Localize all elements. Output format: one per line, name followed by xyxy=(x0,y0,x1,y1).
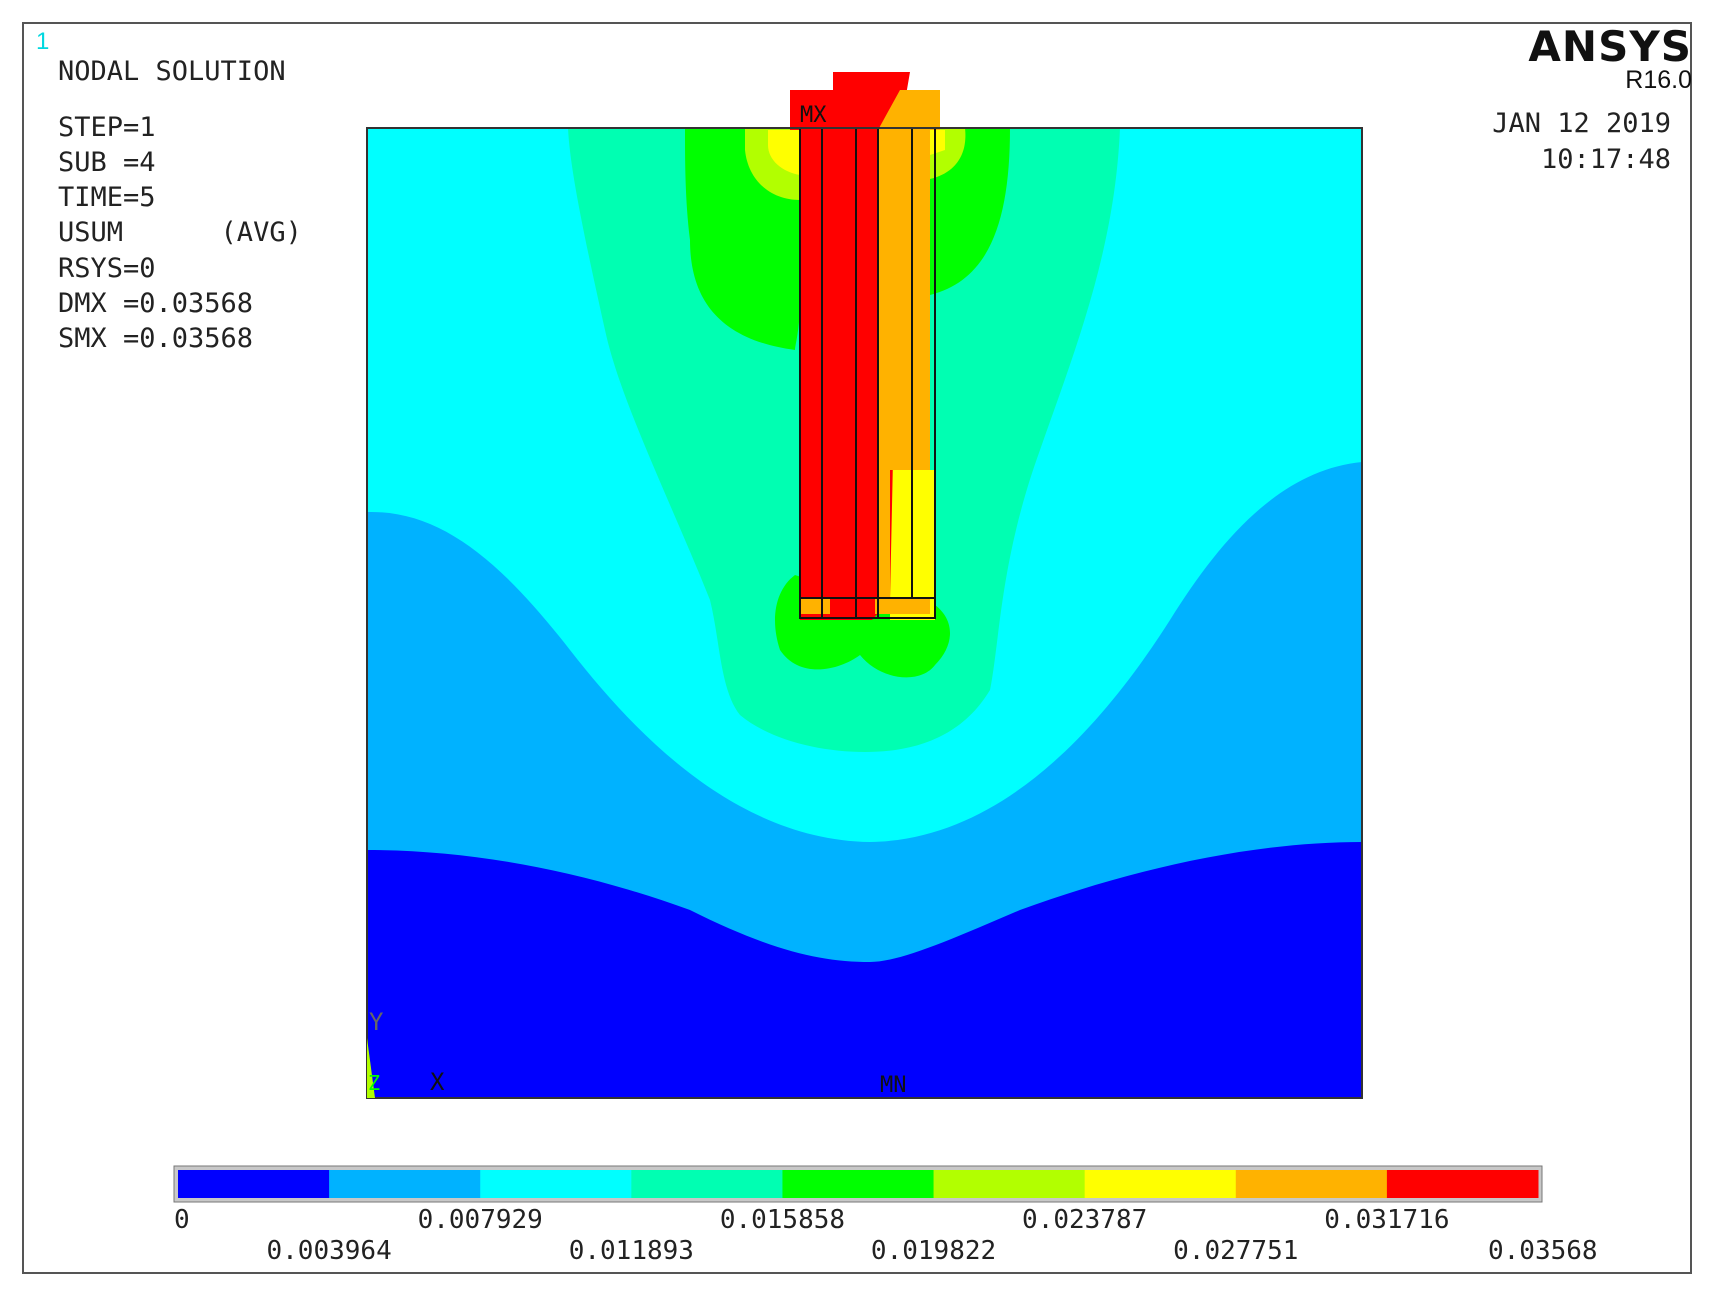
legend-swatch-1 xyxy=(329,1170,481,1198)
legend-swatch-6 xyxy=(1084,1170,1237,1198)
legend-value-3: 0.011893 xyxy=(568,1236,694,1266)
axis-z-label: Z xyxy=(368,1071,380,1095)
info-usum: USUM (AVG) xyxy=(58,217,302,248)
legend-value-4: 0.015858 xyxy=(719,1205,846,1235)
legend-value-0: 0 xyxy=(174,1205,190,1235)
brand-block: ANSYS R16.0 xyxy=(1492,0,1692,100)
legend-value-8: 0.031716 xyxy=(1324,1205,1450,1235)
info-dmx: DMX =0.03568 xyxy=(58,288,254,319)
legend-swatch-2 xyxy=(480,1170,632,1198)
plot-time: 10:17:48 xyxy=(1540,144,1671,175)
axis-x-label: X xyxy=(430,1068,445,1096)
pile-right-body xyxy=(878,90,940,600)
info-sub: SUB =4 xyxy=(58,147,156,178)
axis-y-label: Y xyxy=(369,1008,384,1036)
window-number: 1 xyxy=(36,28,50,55)
legend-value-1: 0.003964 xyxy=(266,1236,392,1266)
coordinate-triad: Y X Z xyxy=(367,1008,445,1098)
legend-value-7: 0.027751 xyxy=(1173,1236,1299,1266)
result-title: NODAL SOLUTION xyxy=(58,56,286,87)
legend-swatch-8 xyxy=(1386,1170,1539,1198)
info-time: TIME=5 xyxy=(58,182,156,213)
legend-swatch-5 xyxy=(933,1170,1086,1198)
legend-value-9: 0.03568 xyxy=(1488,1236,1598,1266)
max-marker: MX xyxy=(800,103,827,128)
plot-date: JAN 12 2019 xyxy=(1492,108,1671,139)
min-marker: MN xyxy=(880,1073,907,1098)
pile-structure xyxy=(790,72,940,620)
legend-swatch-0 xyxy=(178,1170,330,1198)
legend-swatch-4 xyxy=(782,1170,935,1198)
legend-value-5: 0.019822 xyxy=(870,1236,997,1266)
legend-value-2: 0.007929 xyxy=(417,1205,543,1235)
band-6a xyxy=(768,130,800,175)
info-step: STEP=1 xyxy=(58,112,156,143)
legend-swatch-3 xyxy=(631,1170,783,1198)
info-smx: SMX =0.03568 xyxy=(58,323,254,354)
info-rsys: RSYS=0 xyxy=(58,253,156,284)
brand-logo: ANSYS xyxy=(1528,22,1692,71)
band-6b xyxy=(930,130,945,155)
legend-color-bar xyxy=(173,1165,1543,1203)
legend-swatch-7 xyxy=(1235,1170,1388,1198)
pile-base-hot xyxy=(830,598,875,614)
software-version: R16.0 xyxy=(1625,66,1692,94)
legend-value-6: 0.023787 xyxy=(1022,1205,1148,1235)
model-boundary xyxy=(366,127,1363,1099)
